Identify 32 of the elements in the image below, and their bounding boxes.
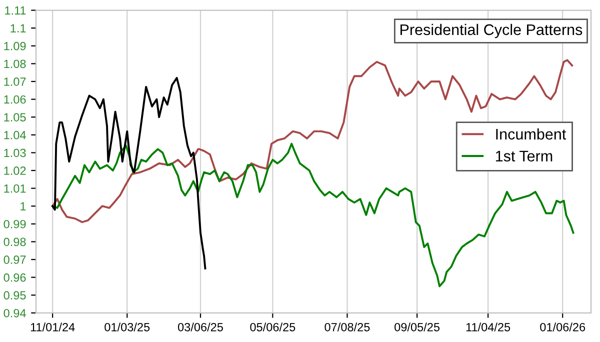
y-tick-label: 0.98 [4,238,26,246]
y-tick-label: 1.04 [4,130,26,140]
legend-label: 1st Term [496,150,552,162]
y-tick-label: 1.1 [10,24,26,32]
line-series [52,59,574,224]
x-tick-label: 03/06/25 [178,322,223,332]
y-tick-label: 1.01 [4,184,26,193]
x-tick-label: 11/01/24 [30,322,75,332]
x-tick-label: 01/03/25 [104,322,150,332]
x-tick-label: 11/04/25 [466,322,510,332]
y-tick-label: 0.99 [4,220,26,228]
y-tick-label: 0.96 [4,273,26,282]
y-tick-label: 1.02 [4,166,26,175]
x-tick-label: 01/06/26 [540,322,586,332]
text: Presidential Cycle Patterns [400,24,582,38]
legend-label: Incumbent [496,128,566,140]
x-tick-label: 05/06/25 [250,322,296,332]
y-tick-label: 0.97 [4,256,26,264]
y-tick-label: 0.95 [4,291,26,300]
x-tick-label: 07/08/25 [324,322,370,332]
y-tick-label: 1 [20,202,26,210]
y-tick-label: 1.07 [4,78,26,86]
line-series [52,76,206,270]
y-tick-label: 1.11 [5,6,26,15]
y-tick-label: 0.94 [4,308,26,318]
y-tick-label: 1.09 [4,42,26,50]
y-tick-label: 1.03 [4,148,26,158]
y-tick-label: 1.06 [4,95,26,104]
y-tick-label: 1.05 [4,113,26,122]
line-series [52,142,574,288]
x-tick-label: 09/05/25 [394,322,440,332]
y-tick-label: 1.08 [4,60,26,68]
